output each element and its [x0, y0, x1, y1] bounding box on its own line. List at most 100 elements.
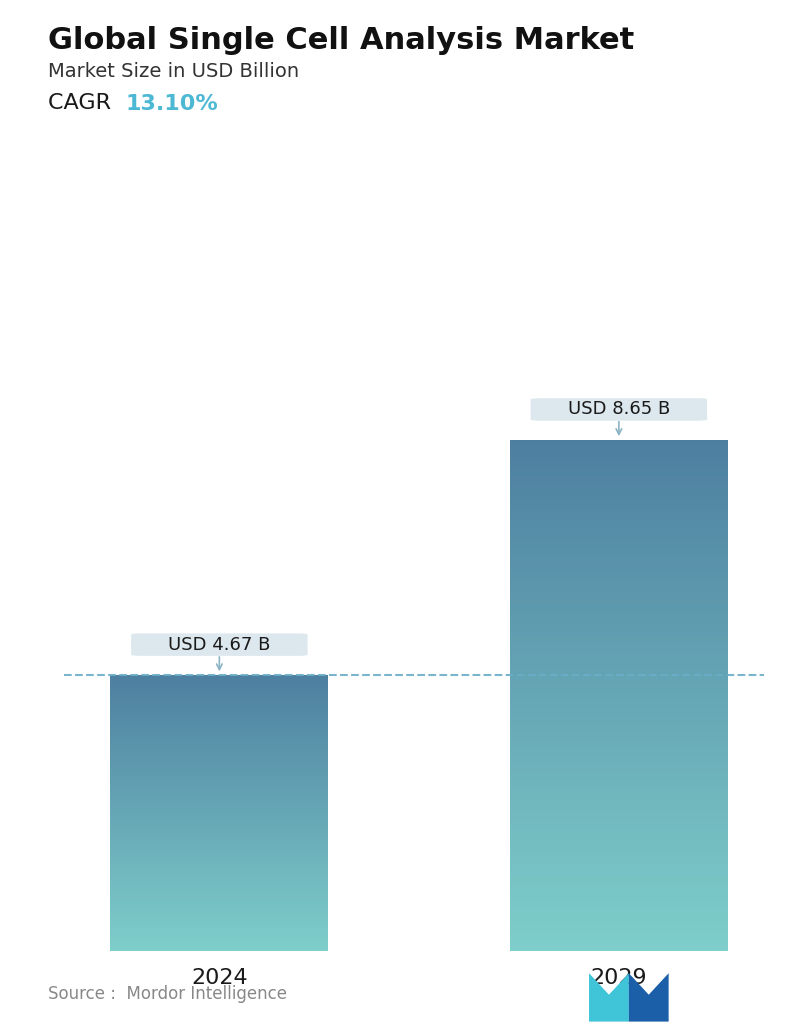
Bar: [510, 856, 728, 857]
Bar: [510, 833, 728, 835]
Bar: [510, 818, 728, 820]
Bar: [510, 491, 728, 493]
Bar: [510, 815, 728, 817]
Bar: [510, 823, 728, 825]
Bar: [510, 738, 728, 740]
Bar: [510, 633, 728, 635]
Bar: [510, 759, 728, 760]
Bar: [510, 794, 728, 796]
Bar: [510, 885, 728, 886]
Bar: [510, 870, 728, 872]
Bar: [510, 822, 728, 823]
Bar: [510, 639, 728, 641]
Bar: [510, 895, 728, 896]
Bar: [510, 772, 728, 774]
Bar: [510, 769, 728, 770]
Bar: [510, 489, 728, 491]
Bar: [510, 456, 728, 457]
Text: Market Size in USD Billion: Market Size in USD Billion: [48, 62, 298, 81]
Bar: [510, 752, 728, 754]
Bar: [510, 812, 728, 814]
Bar: [510, 778, 728, 780]
Bar: [510, 501, 728, 504]
Bar: [510, 791, 728, 793]
Bar: [510, 762, 728, 764]
Bar: [510, 801, 728, 803]
Bar: [510, 581, 728, 583]
Bar: [510, 561, 728, 562]
Bar: [510, 857, 728, 859]
Bar: [510, 909, 728, 910]
Bar: [510, 673, 728, 675]
Bar: [510, 533, 728, 534]
Bar: [510, 920, 728, 922]
Bar: [510, 578, 728, 580]
Bar: [510, 888, 728, 890]
Bar: [510, 838, 728, 839]
Bar: [510, 488, 728, 489]
Bar: [510, 924, 728, 925]
Bar: [510, 907, 728, 909]
Bar: [510, 460, 728, 462]
Bar: [510, 499, 728, 501]
Bar: [510, 505, 728, 507]
Bar: [510, 470, 728, 473]
Bar: [510, 793, 728, 794]
Bar: [510, 740, 728, 741]
Bar: [510, 830, 728, 832]
Bar: [510, 447, 728, 449]
Bar: [510, 930, 728, 931]
Bar: [510, 902, 728, 904]
Bar: [510, 702, 728, 704]
Bar: [510, 631, 728, 633]
Bar: [510, 609, 728, 610]
Bar: [510, 696, 728, 698]
Bar: [510, 780, 728, 781]
Bar: [510, 622, 728, 625]
Bar: [510, 686, 728, 688]
Bar: [510, 675, 728, 677]
Bar: [510, 509, 728, 510]
Bar: [510, 617, 728, 619]
Bar: [510, 551, 728, 552]
Bar: [510, 841, 728, 843]
Bar: [510, 538, 728, 539]
Bar: [510, 770, 728, 772]
Bar: [510, 712, 728, 714]
Bar: [510, 554, 728, 556]
Bar: [510, 789, 728, 791]
Bar: [510, 444, 728, 446]
Bar: [510, 935, 728, 936]
Bar: [510, 607, 728, 609]
Bar: [510, 936, 728, 938]
Bar: [510, 917, 728, 919]
Bar: [510, 498, 728, 499]
Bar: [510, 512, 728, 514]
Bar: [510, 788, 728, 789]
Bar: [510, 606, 728, 607]
Bar: [510, 817, 728, 818]
Bar: [510, 493, 728, 494]
Bar: [510, 682, 728, 683]
Bar: [510, 507, 728, 509]
Bar: [510, 691, 728, 693]
Bar: [510, 514, 728, 515]
Bar: [510, 872, 728, 873]
Bar: [510, 925, 728, 927]
Bar: [510, 714, 728, 717]
Bar: [510, 875, 728, 877]
Bar: [510, 534, 728, 536]
Bar: [510, 614, 728, 615]
Bar: [510, 522, 728, 523]
Bar: [510, 575, 728, 577]
Bar: [510, 494, 728, 496]
Bar: [510, 809, 728, 810]
Bar: [510, 704, 728, 706]
Polygon shape: [629, 973, 669, 1022]
Bar: [510, 859, 728, 861]
Bar: [510, 530, 728, 533]
Bar: [510, 912, 728, 914]
Bar: [510, 781, 728, 783]
Bar: [510, 711, 728, 712]
Bar: [510, 452, 728, 454]
